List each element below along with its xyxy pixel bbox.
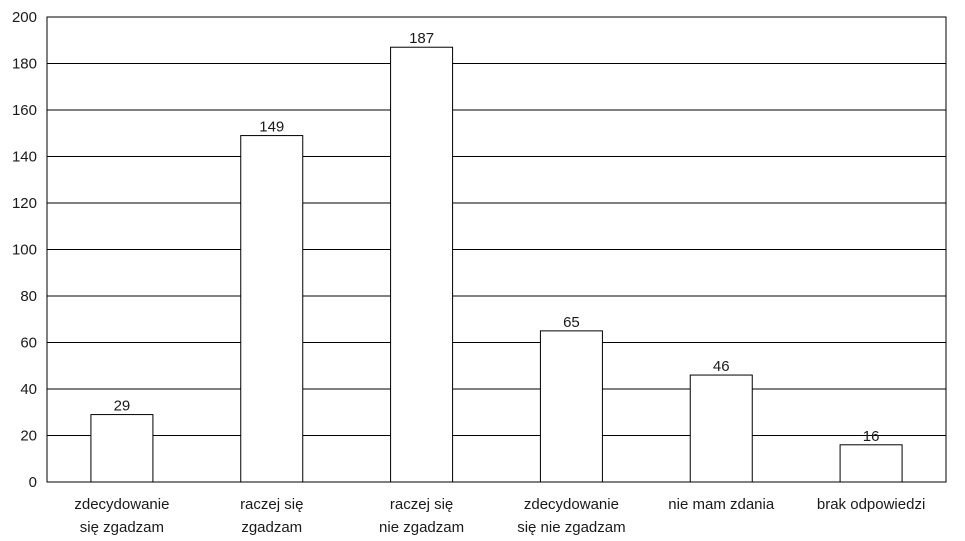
category-label: się zgadzam: [80, 519, 164, 536]
category-label: raczej się: [240, 496, 303, 513]
data-label: 149: [259, 119, 284, 136]
data-label: 187: [409, 30, 434, 47]
y-tick-label: 60: [20, 335, 37, 352]
bar: [90, 414, 154, 483]
data-label: 46: [713, 358, 730, 375]
data-label: 29: [114, 398, 131, 415]
plot-frame: [46, 16, 947, 483]
y-tick-label: 140: [12, 149, 37, 166]
category-label: zdecydowanie: [524, 496, 619, 513]
y-tick-label: 100: [12, 242, 37, 259]
bar: [839, 444, 903, 483]
y-tick-label: 120: [12, 195, 37, 212]
y-tick-label: 20: [20, 428, 37, 445]
category-label: raczej się: [390, 496, 453, 513]
category-label: zgadzam: [241, 519, 302, 536]
y-tick-label: 40: [20, 381, 37, 398]
y-axis-tick-labels: 0 20 40 60 80 100 120 140 160 180 200: [12, 9, 37, 491]
category-label: zdecydowanie: [74, 496, 169, 513]
category-labels: zdecydowanie się zgadzam raczej się zgadzam…: [74, 496, 925, 536]
data-label: 16: [863, 428, 880, 445]
bar: [539, 330, 603, 483]
y-tick-label: 0: [29, 474, 37, 491]
y-tick-label: 200: [12, 9, 37, 26]
data-labels: 29 149 187 65 46 16: [114, 30, 880, 445]
category-label: brak odpowiedzi: [817, 496, 925, 513]
y-tick-label: 180: [12, 56, 37, 73]
bar: [240, 135, 304, 483]
bar: [689, 374, 753, 483]
category-label: nie mam zdania: [668, 496, 775, 513]
category-label: się nie zgadzam: [517, 519, 625, 536]
data-label: 65: [563, 314, 580, 331]
grid-lines: [47, 63, 946, 436]
y-tick-label: 160: [12, 102, 37, 119]
y-tick-label: 80: [20, 288, 37, 305]
bars: [90, 46, 903, 483]
bar: [390, 46, 454, 483]
category-label: nie zgadzam: [379, 519, 464, 536]
